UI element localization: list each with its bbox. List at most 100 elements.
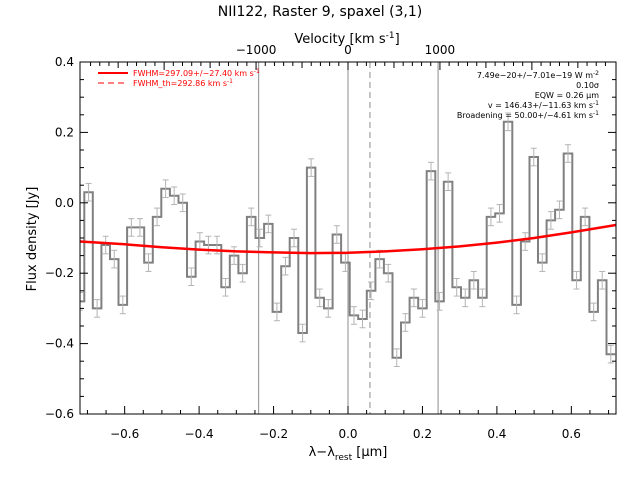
fit-curve [80,223,616,255]
legend-entry-1: FWHM_th=292.86 km s-1 [133,78,233,88]
top-axis-tick-label: 0 [344,43,352,57]
annotation-text: EQW = 0.26 μm [535,91,599,100]
chart-title: NII122, Raster 9, spaxel (3,1) [218,4,423,20]
error-bar-24 [282,256,289,276]
error-bar-60 [590,302,597,322]
legend-exponent: -1 [227,78,233,85]
x-tick-label: 0.4 [487,427,506,441]
error-bar-1 [85,182,92,202]
x-tick-label: −0.6 [110,427,139,441]
error-bar-53 [530,147,537,167]
y-axis-title: Flux density [Jy] [25,187,40,292]
x-axis-title: λ−λrest [μm] [309,445,388,463]
x-tick-label: −0.2 [259,427,288,441]
y-tick-label: 0.0 [55,196,74,210]
error-bar-51 [513,295,520,315]
annotation-2: EQW = 0.26 μm [535,91,599,100]
error-bar-54 [539,253,546,272]
error-bar-9 [154,207,161,227]
error-bar-49 [496,204,503,223]
error-bar-20 [248,207,255,227]
error-bar-18 [231,246,238,265]
annotation-3: v = 146.43+/−11.63 km s-1 [488,100,599,110]
legend-entry-0: FWHM=297.09+/−27.40 km s-1 [133,68,260,78]
x-tick-label: 0.0 [338,427,357,441]
error-bar-57 [564,144,571,163]
error-bar-6 [128,218,135,237]
spectrum-group [80,112,616,367]
error-bar-11 [171,186,178,206]
x-axis-label-unit: [μm] [352,445,387,460]
error-bar-45 [462,288,469,308]
error-bar-4 [111,249,118,269]
y-tick-label: 0.4 [55,55,74,69]
error-bar-48 [487,207,494,227]
error-bar-59 [582,207,589,227]
error-bar-7 [136,218,143,237]
error-bar-19 [239,263,246,283]
error-bar-46 [470,270,477,290]
error-bar-47 [479,288,486,308]
y-tick-label: −0.4 [45,337,74,351]
annotation-exponent: -2 [593,70,599,77]
error-bar-12 [179,193,186,213]
error-bar-39 [410,288,417,308]
error-bar-25 [291,228,298,248]
error-bar-30 [333,225,340,244]
annotation-text: 0.10σ [576,81,599,90]
error-bar-58 [573,270,580,290]
top-axis-exponent: -1 [386,31,395,41]
top-axis-title: Velocity [km s-1] [294,31,399,47]
error-bar-27 [308,158,315,177]
error-bar-52 [522,232,529,251]
error-bar-10 [162,179,169,199]
y-tick-label: −0.6 [45,407,74,421]
annotation-text: Broadening = 50.00+/−4.61 km s [457,111,593,120]
error-bar-17 [222,277,229,297]
x-axis-label-subscript: rest [335,453,353,463]
y-tick-label: 0.2 [55,125,74,139]
error-bar-41 [428,161,435,181]
error-bar-3 [102,235,109,255]
error-bar-33 [359,309,366,329]
annotation-0: 7.49e−20+/−7.01e−19 W m-2 [477,70,599,80]
plot-area: −0.6 −0.4 −0.2 0.0 0.2 0.4 0.6 −0.6 −0.4 −0.2 0.0 0… [45,43,617,441]
error-bar-43 [445,172,452,191]
error-bar-0 [80,292,83,311]
error-bar-8 [145,253,152,272]
annotation-1: 0.10σ [576,81,599,90]
x-axis-label-main: λ−λ [309,445,336,460]
error-bar-32 [350,306,357,325]
error-bar-5 [119,295,126,315]
error-bar-21 [256,228,263,248]
top-axis-tick-label: 1000 [425,43,456,57]
top-axis-close: ] [395,32,400,47]
error-bar-37 [393,348,400,367]
error-bar-42 [436,292,443,311]
x-tick-label: 0.2 [413,427,432,441]
annotation-exponent: -1 [593,100,599,107]
x-tick-label: −0.4 [185,427,214,441]
error-bar-34 [368,281,375,301]
annotation-exponent: -1 [593,110,599,117]
error-bar-62 [607,344,614,364]
x-tick-label: 0.6 [562,427,581,441]
error-bar-40 [419,299,426,318]
error-bar-26 [299,323,306,343]
top-axis-label: Velocity [km s [294,32,386,47]
error-bar-36 [385,263,392,283]
error-bar-29 [325,299,332,318]
error-bar-50 [505,112,512,132]
legend-text: FWHM=297.09+/−27.40 km s [133,69,254,78]
y-tick-label: −0.2 [45,266,74,280]
legend-text: FWHM_th=292.86 km s [133,79,227,88]
error-bar-55 [547,211,554,230]
error-bar-2 [94,299,101,318]
error-bar-23 [273,302,280,322]
annotation-4: Broadening = 50.00+/−4.61 km s-1 [457,110,599,120]
error-bar-38 [402,313,409,332]
error-bar-56 [556,200,563,220]
annotation-text: v = 146.43+/−11.63 km s [488,101,593,110]
error-bar-13 [188,267,195,287]
